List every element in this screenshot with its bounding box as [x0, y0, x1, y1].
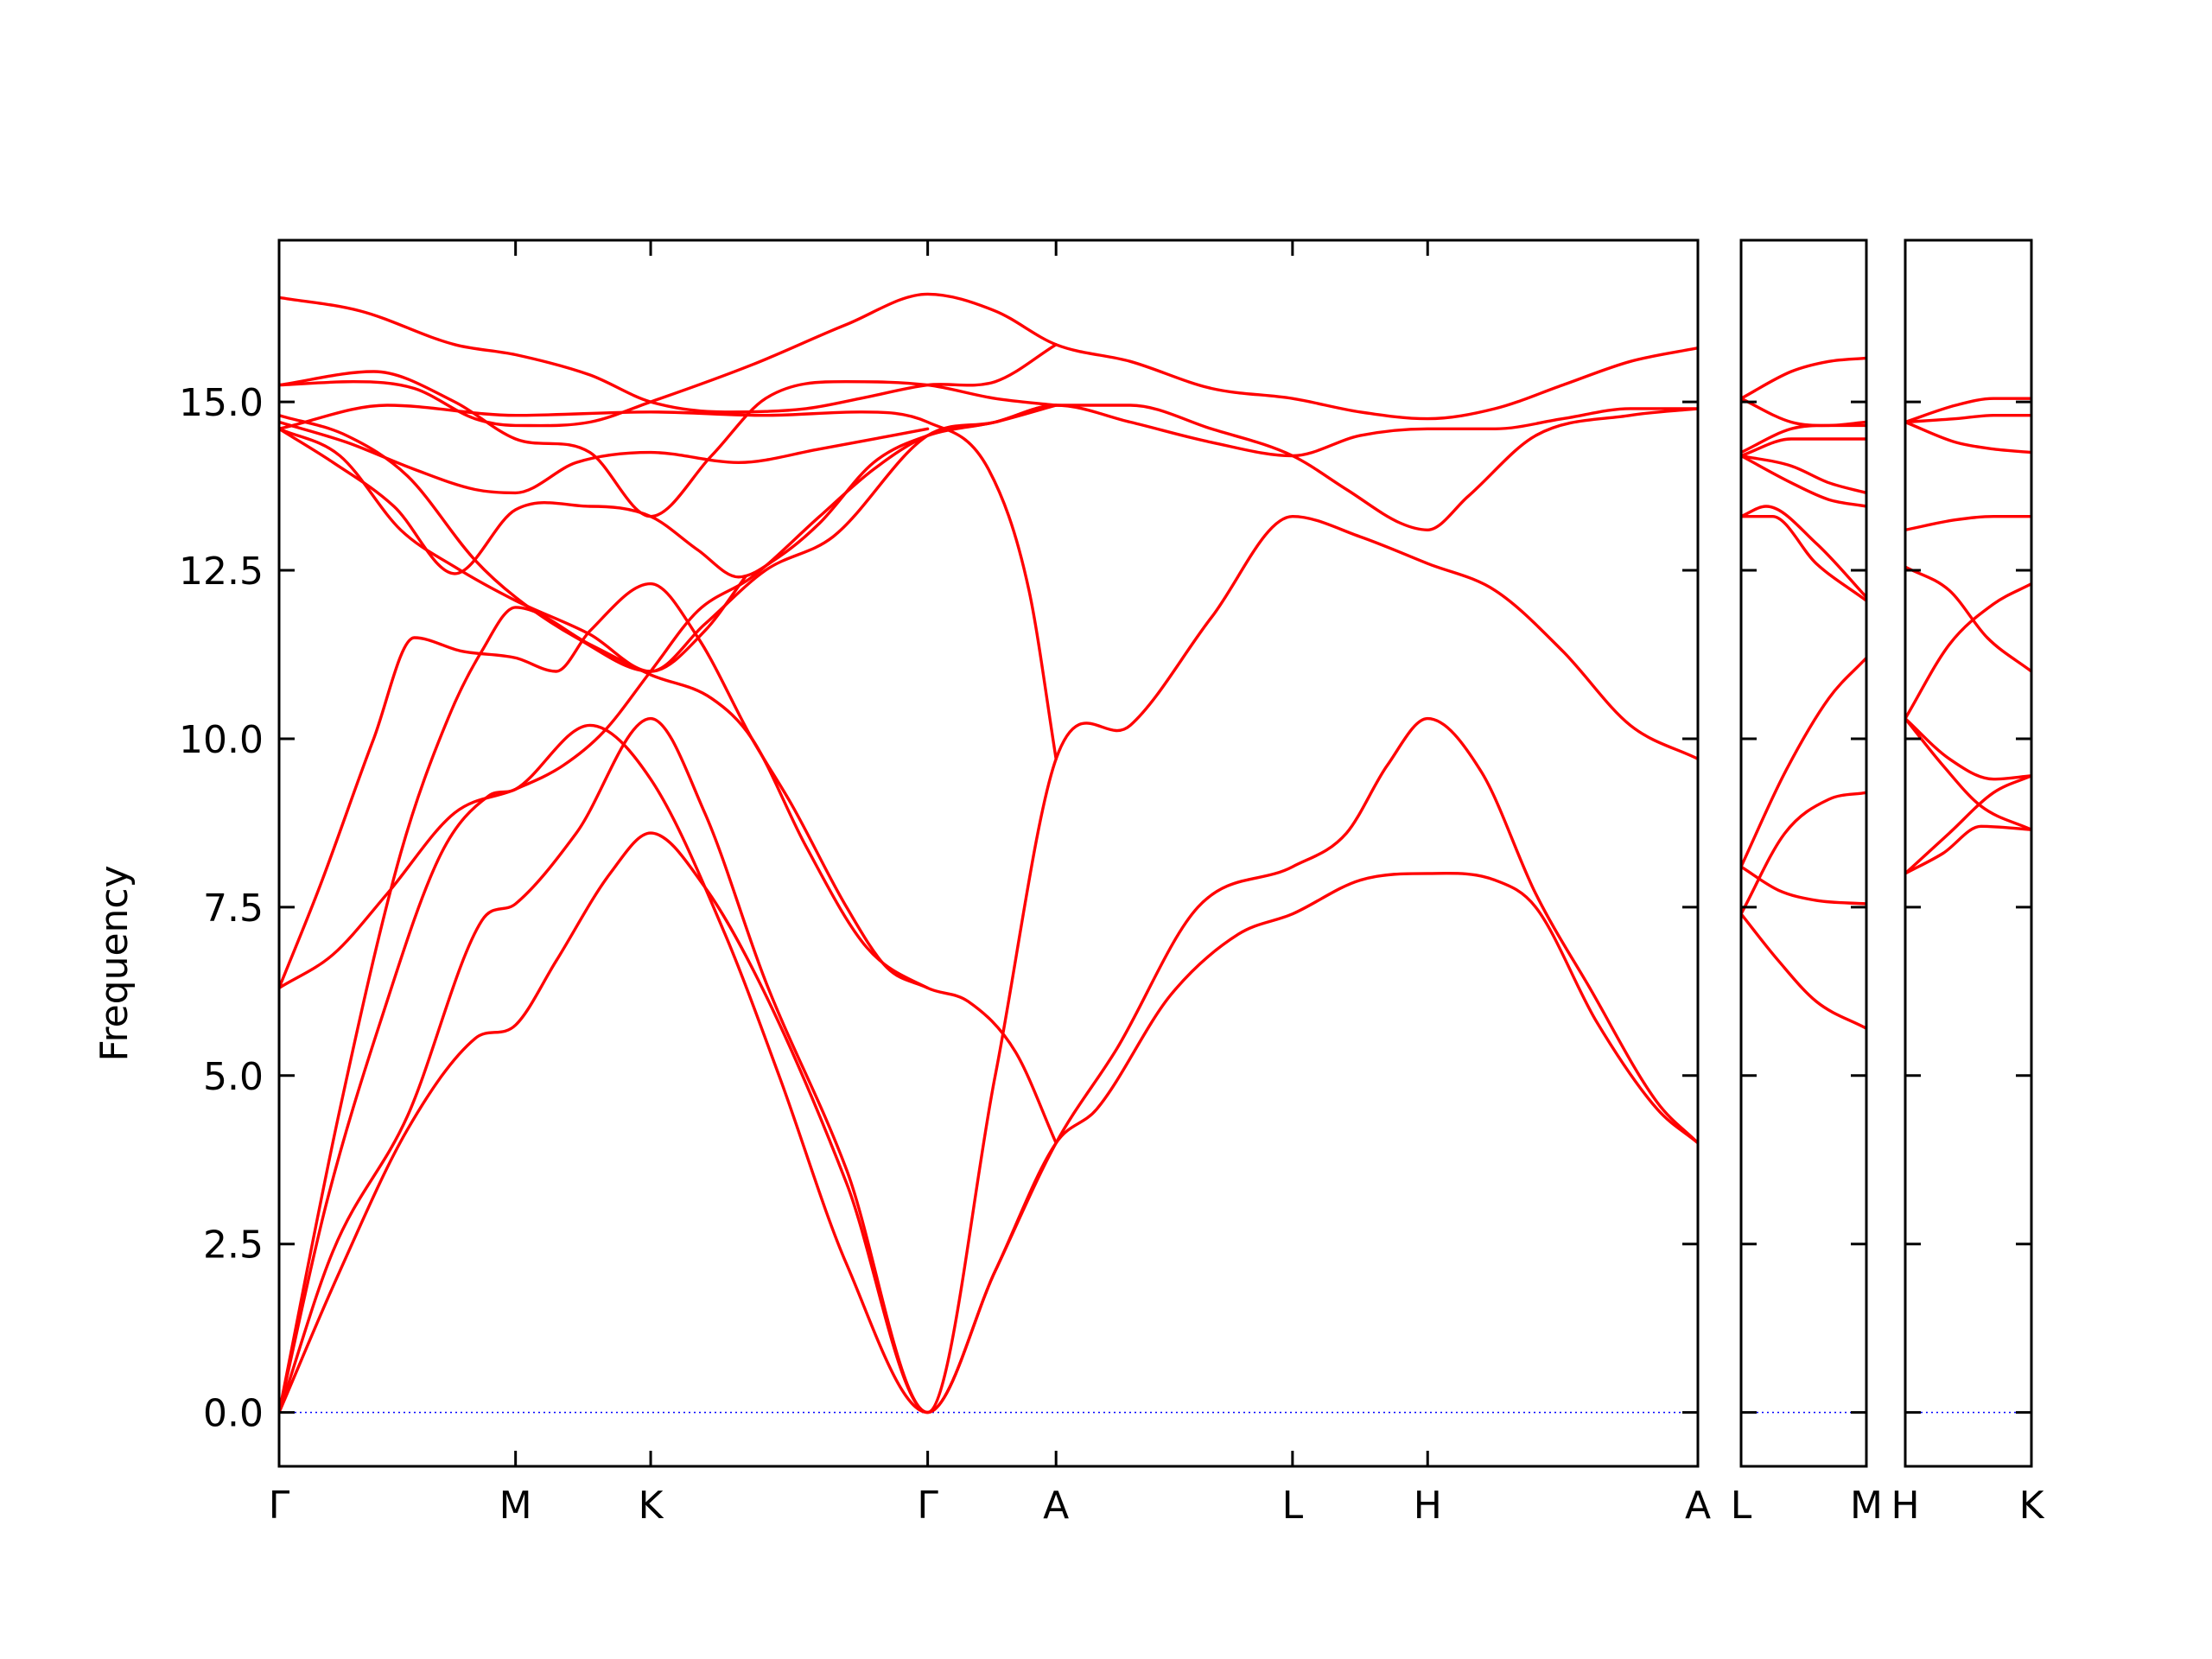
band-line-6: [279, 582, 930, 990]
band-line-14: [279, 296, 1058, 414]
band-line-4: [1741, 656, 1866, 868]
band-line-11: [279, 404, 1058, 760]
band-line-8: [1741, 454, 1866, 495]
band-line-7: [1905, 515, 2031, 531]
band-line-10: [279, 414, 747, 673]
plot-frame: [277, 238, 1700, 1468]
x-tick-label: H: [1414, 1484, 1442, 1528]
band-line-2: [279, 716, 1698, 1414]
x-tick-label: Γ: [269, 1484, 290, 1528]
band-line-6: [1741, 505, 1866, 599]
y-tick-label: 5.0: [203, 1055, 264, 1099]
bands: [279, 292, 1698, 1414]
y-tick-label: 15.0: [179, 381, 264, 425]
x-tick-label: M: [499, 1484, 532, 1528]
y-tick-label: 2.5: [203, 1224, 264, 1268]
x-tick-label: L: [1731, 1484, 1752, 1528]
band-line-8: [279, 404, 1058, 673]
band-line-5: [279, 404, 1698, 990]
x-tick-label: K: [639, 1484, 664, 1528]
band-line-10: [1905, 397, 2031, 424]
y-tick-label: 7.5: [203, 887, 264, 931]
x-tick-label: L: [1282, 1484, 1304, 1528]
band-line-9: [1741, 437, 1866, 458]
band-line-3: [279, 515, 1698, 1414]
plot-frame: [1904, 238, 2033, 1468]
band-line-1: [1741, 912, 1866, 1030]
band-line-4: [279, 606, 1058, 1414]
bands: [1905, 397, 2031, 875]
y-tick-label: 10.0: [179, 718, 264, 762]
panel-1: 0.0 2.5 5.0 7.5 10.0 12.5 15.0 Γ M K Γ A L H A: [179, 238, 1711, 1528]
band-line-12: [1741, 356, 1866, 400]
band-line-3: [1905, 716, 2031, 831]
x-tick-label: A: [1685, 1484, 1711, 1528]
bands: [1741, 356, 1866, 1030]
band-line-13: [279, 370, 1058, 518]
y-tick-label: 12.5: [179, 550, 264, 594]
x-tick-label: A: [1043, 1484, 1069, 1528]
band-line-2: [1905, 774, 2031, 875]
x-tick-label: H: [1891, 1484, 1919, 1528]
y-axis-label: Frequency: [92, 865, 137, 1061]
panels: 0.02.55.07.510.012.515.0Γ M K Γ A L H A L M H K: [179, 238, 2045, 1528]
x-tick-label: K: [2019, 1484, 2045, 1528]
band-line-4: [1905, 582, 2031, 721]
x-tick-label: M: [1850, 1484, 1883, 1528]
band-line-1: [1905, 824, 2031, 875]
band-line-3: [1741, 865, 1866, 906]
band-line-6: [1905, 716, 2031, 781]
band-line-9: [279, 420, 930, 495]
x-tick-label: Γ: [917, 1484, 938, 1528]
band-line-8: [1905, 420, 2031, 454]
band-line-7: [1741, 454, 1866, 508]
band-line-9: [1905, 413, 2031, 424]
y-tick-label: 0.0: [203, 1392, 264, 1436]
band-line-5: [1741, 515, 1866, 602]
band-line-12: [279, 292, 1698, 428]
band-line-2: [1741, 791, 1866, 916]
band-line-11: [1741, 397, 1866, 428]
band-line-5: [1905, 565, 2031, 673]
band-line-1: [279, 831, 1698, 1414]
plot-frame: [1739, 238, 1868, 1468]
